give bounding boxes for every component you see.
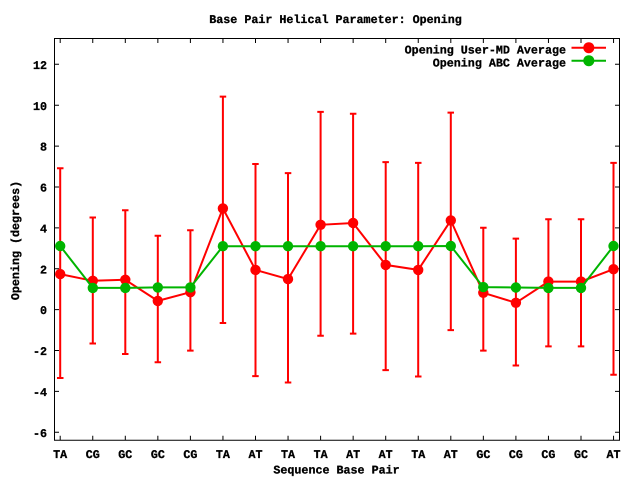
svg-text:Sequence Base Pair: Sequence Base Pair xyxy=(273,464,399,478)
svg-text:8: 8 xyxy=(40,141,47,155)
svg-text:CG: CG xyxy=(541,448,555,462)
svg-text:-2: -2 xyxy=(33,345,47,359)
svg-text:AT: AT xyxy=(248,448,262,462)
svg-text:TA: TA xyxy=(53,448,68,462)
svg-text:GC: GC xyxy=(118,448,132,462)
svg-text:CG: CG xyxy=(86,448,100,462)
svg-text:TA: TA xyxy=(281,448,296,462)
svg-text:-4: -4 xyxy=(33,386,47,400)
svg-text:CG: CG xyxy=(509,448,523,462)
svg-text:2: 2 xyxy=(40,263,47,277)
svg-text:AT: AT xyxy=(346,448,360,462)
svg-text:AT: AT xyxy=(444,448,458,462)
svg-text:AT: AT xyxy=(607,448,621,462)
svg-text:Opening User-MD Average: Opening User-MD Average xyxy=(405,43,566,57)
svg-text:6: 6 xyxy=(40,182,47,196)
svg-text:-6: -6 xyxy=(33,427,47,441)
svg-text:0: 0 xyxy=(40,304,47,318)
svg-text:AT: AT xyxy=(379,448,393,462)
svg-text:TA: TA xyxy=(314,448,329,462)
svg-text:Base Pair Helical Parameter: O: Base Pair Helical Parameter: Opening xyxy=(209,13,462,27)
svg-text:12: 12 xyxy=(33,59,47,73)
svg-text:10: 10 xyxy=(33,100,47,114)
svg-text:4: 4 xyxy=(40,223,47,237)
svg-text:GC: GC xyxy=(574,448,588,462)
svg-text:Opening (degrees): Opening (degrees) xyxy=(9,181,23,300)
svg-text:GC: GC xyxy=(151,448,165,462)
svg-text:Opening ABC Average: Opening ABC Average xyxy=(433,56,566,70)
svg-text:GC: GC xyxy=(476,448,490,462)
svg-text:TA: TA xyxy=(411,448,426,462)
svg-text:TA: TA xyxy=(216,448,231,462)
svg-text:CG: CG xyxy=(183,448,197,462)
